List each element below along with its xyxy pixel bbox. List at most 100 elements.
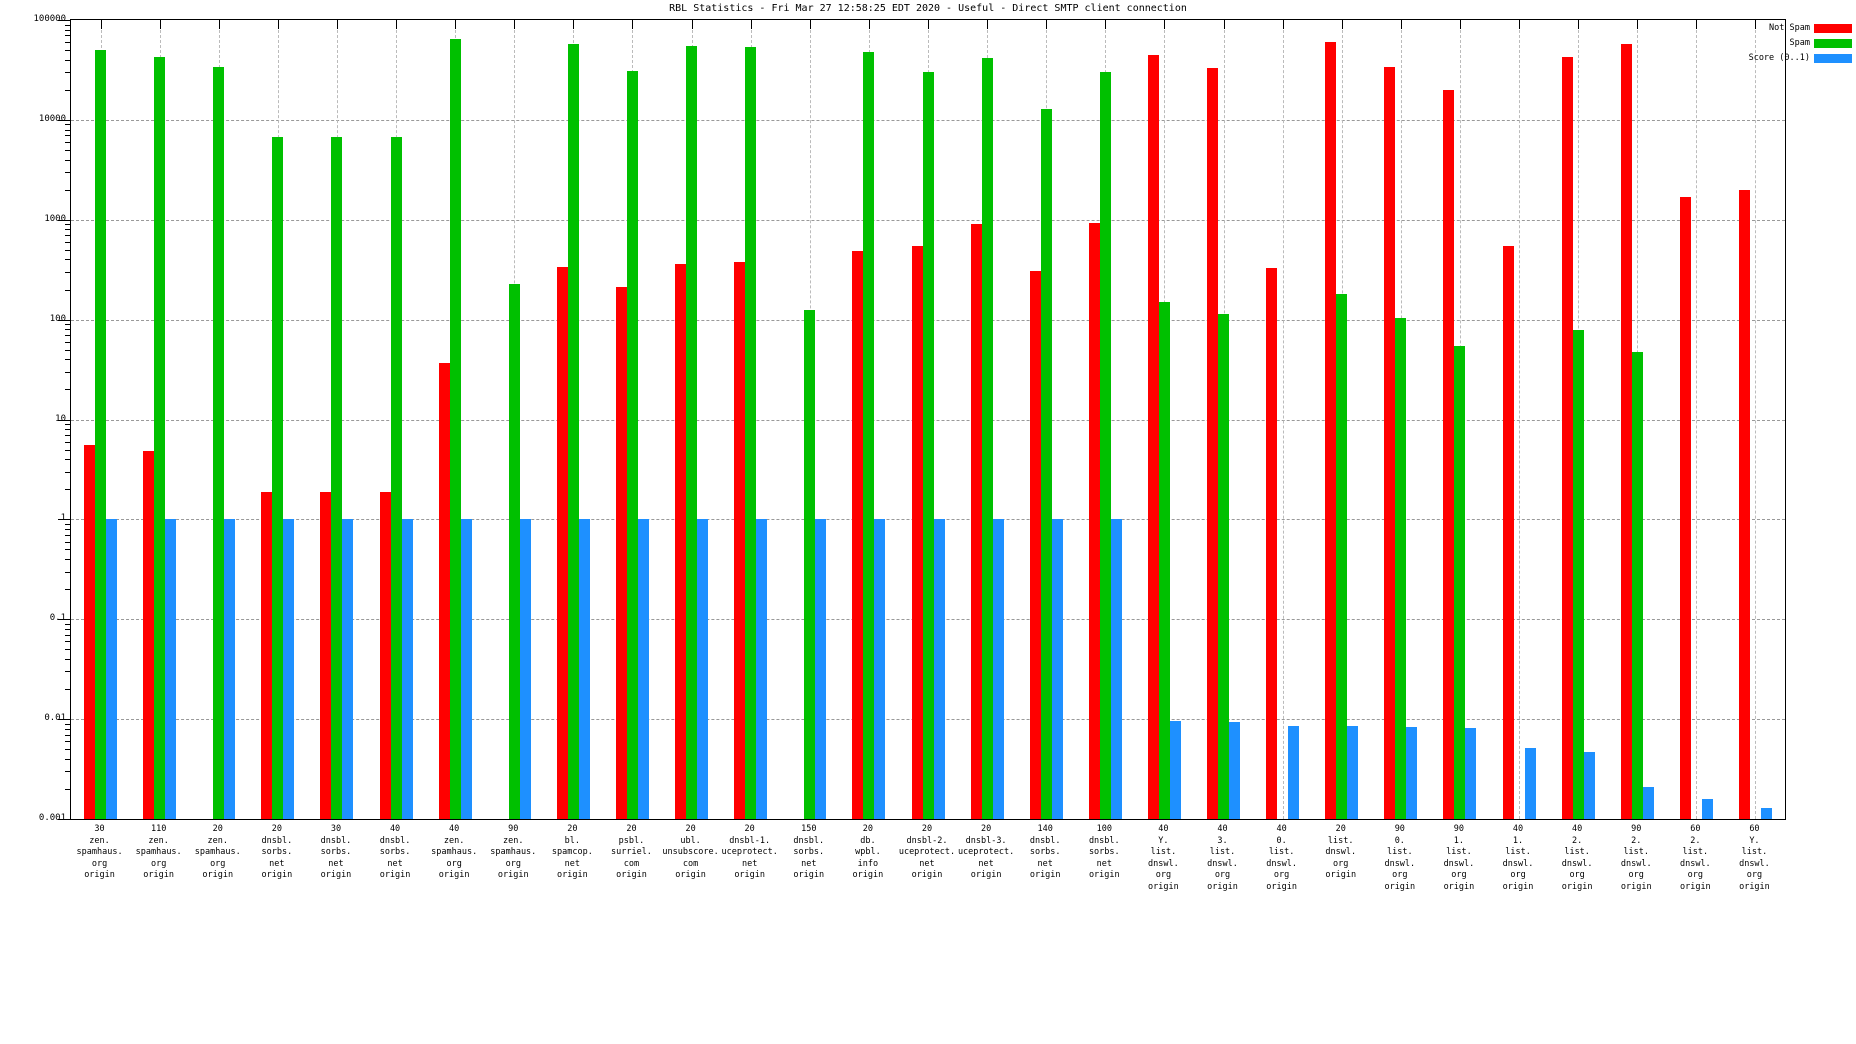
y-axis-minor-tick [65,634,71,636]
x-axis-label-line: dnswl. [1325,847,1357,857]
x-axis-label-line: dnsbl. [320,835,352,846]
bar-spam [508,283,520,819]
x-axis-label-line: dnsbl-3. [965,835,1007,846]
x-axis-group-label: 20 psbl. surriel. com origin [602,824,661,882]
y-axis-minor-tick [65,235,71,237]
bar-not-spam [1620,43,1632,819]
bar-spam [213,66,225,819]
x-axis-label-line: 100 [1096,824,1112,834]
legend-swatch-score [1814,54,1852,63]
x-axis-group-label: 140 dnsbl. sorbs. net origin [1016,824,1075,882]
y-axis-minor-tick [65,723,71,725]
y-axis-tick [58,819,71,820]
y-axis-tick-label: 1 [60,513,66,524]
x-axis-label-line: org [210,858,226,869]
x-axis-label-line: 20 [862,824,874,834]
x-axis-label-line: 110 [150,824,167,834]
bar-not-spam [1325,42,1337,819]
bar-not-spam [1679,196,1691,819]
x-axis-label-line: 40 [389,824,401,834]
bar-score [1642,786,1654,819]
bar-score [1760,807,1772,819]
x-axis-label-line: 2. [1572,835,1583,846]
x-axis-label-line: list. [1209,847,1236,857]
x-axis-label-line: 3. [1217,835,1228,846]
y-axis-minor-tick [65,341,71,343]
x-axis-label-line: sorbs. [379,847,411,857]
x-axis-label-line: 0. [1276,835,1287,846]
x-axis-label-line: origin [911,870,943,880]
chart-title: RBL Statistics - Fri Mar 27 12:58:25 EDT… [669,3,1187,14]
y-axis-minor-tick [65,728,71,730]
x-axis-label-line: dnsbl. [1029,835,1061,846]
bar-score [460,519,472,819]
bar-score [933,519,945,819]
y-axis-minor-tick [65,623,71,625]
x-axis-label-line: spamhaus. [76,847,123,857]
x-axis-label-line: list. [1327,835,1354,846]
x-axis-label-line: zen. [89,835,110,846]
x-axis-label-line: net [741,858,758,869]
bar-score [519,519,531,819]
y-axis-minor-tick [65,771,71,773]
x-axis-label-line: 20 [626,824,637,834]
plot-area [58,19,1786,820]
x-axis-label-line: dnswl. [1502,858,1534,869]
y-axis-minor-tick [65,434,71,436]
x-axis-label-line: org [1746,870,1763,880]
y-axis-tick [58,719,71,721]
y-axis-tick-label: 100 [49,313,66,324]
bar-score [637,519,649,819]
x-axis-label-line: wpbl. [855,847,881,857]
x-axis-label-line: dnswl. [1620,858,1652,869]
x-axis-label-line: sorbs. [1088,847,1120,857]
x-axis-group-label: 20 db. wpbl. info origin [838,824,897,882]
x-axis-label-line: 2. [1631,835,1642,846]
bar-spam [981,57,993,819]
x-axis-group-label: 20 bl. spamcop. net origin [543,824,602,882]
x-axis-label-line: Y. [1749,835,1760,846]
x-axis-tick [1519,20,1521,29]
bar-spam [1454,345,1466,819]
bar-spam [922,72,934,819]
y-axis-minor-tick [65,559,71,561]
legend-swatch-notspam [1814,24,1852,33]
x-axis-label-line: dnswl. [1443,858,1475,869]
x-axis-group-label: 40 0. list. dnswl. org origin [1252,824,1311,893]
x-axis-label-line: 140 [1037,824,1053,834]
x-axis-label-line: origin [1384,881,1416,892]
grid-line-vertical [1282,20,1284,819]
x-axis-group-label: 20 dnsbl-2. uceprotect. net origin [897,824,956,882]
bar-score [992,519,1004,819]
bar-not-spam [970,224,982,819]
y-axis-minor-tick [65,35,71,37]
x-axis-label-line: 20 [685,824,696,834]
x-axis-label-line: origin [1207,881,1238,892]
x-axis-group-label: 90 zen. spamhaus. org origin [484,824,543,882]
x-axis-label-line: 0. [1394,835,1405,846]
bar-not-spam [1029,270,1041,819]
x-axis-tick [987,20,989,29]
x-axis-label-line: dnsbl. [793,835,825,846]
x-axis-label-line: 20 [212,824,223,834]
y-axis-tick [58,519,71,521]
y-axis-minor-tick [65,449,71,451]
x-axis-label-line: net [328,858,344,869]
bar-not-spam [320,491,332,819]
bar-spam [745,46,757,819]
x-axis-group-label: 90 1. list. dnswl. org origin [1429,824,1488,893]
bar-not-spam [1207,68,1219,819]
y-axis-minor-tick [65,429,71,431]
y-axis-tick [58,319,71,321]
bar-score [1169,721,1181,819]
x-axis-label-line: list. [1741,847,1768,857]
x-axis-label-line: 60 [1749,824,1760,834]
x-axis-label-line: 20 [271,824,282,834]
x-axis-label-line: 20 [567,824,578,834]
x-axis-label-line: 40 [1217,824,1228,834]
bar-not-spam [143,451,155,819]
x-axis-label-line: 20 [980,824,992,834]
bar-not-spam [1502,246,1514,819]
x-axis-label-line: list. [1268,847,1295,857]
y-axis-tick [58,119,71,121]
